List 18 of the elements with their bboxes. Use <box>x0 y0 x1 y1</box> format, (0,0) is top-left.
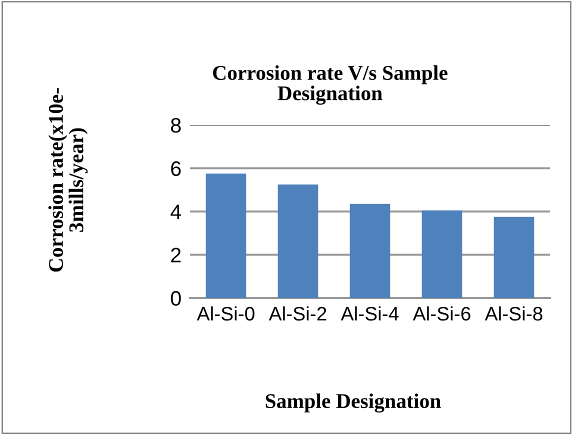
x-tick-label: Al-Si-0 <box>196 306 254 321</box>
x-tick-label: Al-Si-8 <box>484 306 542 321</box>
y-tick-label: 6 <box>171 161 181 176</box>
y-tick-label: 0 <box>170 291 181 306</box>
x-tick-label: Al-Si-4 <box>340 306 399 321</box>
bar <box>278 184 318 298</box>
bar <box>206 174 246 298</box>
bar <box>422 210 462 298</box>
y-tick-label: 2 <box>171 248 181 262</box>
bar <box>350 204 390 298</box>
y-tick-label: 4 <box>170 204 182 220</box>
x-tick-label: Al-Si-6 <box>412 306 470 321</box>
y-axis-title: Corrosion rate(x10e- 3mills/year) <box>48 88 88 272</box>
bar <box>494 216 534 298</box>
chart-title: Corrosion rate V/s Sample Designation <box>213 65 448 105</box>
x-tick-label: Al-Si-2 <box>268 306 326 321</box>
y-tick-label: 8 <box>170 118 181 133</box>
x-axis-title: Sample Designation <box>266 393 441 413</box>
